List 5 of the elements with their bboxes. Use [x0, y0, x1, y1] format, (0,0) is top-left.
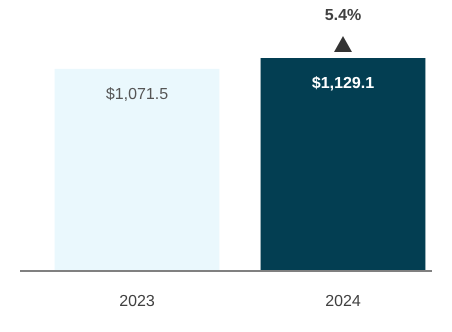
x-tick-label: 2024	[325, 293, 361, 310]
data-label: $1,071.5	[106, 86, 168, 103]
annotation: 5.4%	[324, 7, 362, 24]
x-tick-label: 2023	[119, 293, 155, 310]
data-label: $1,129.1	[312, 75, 374, 92]
